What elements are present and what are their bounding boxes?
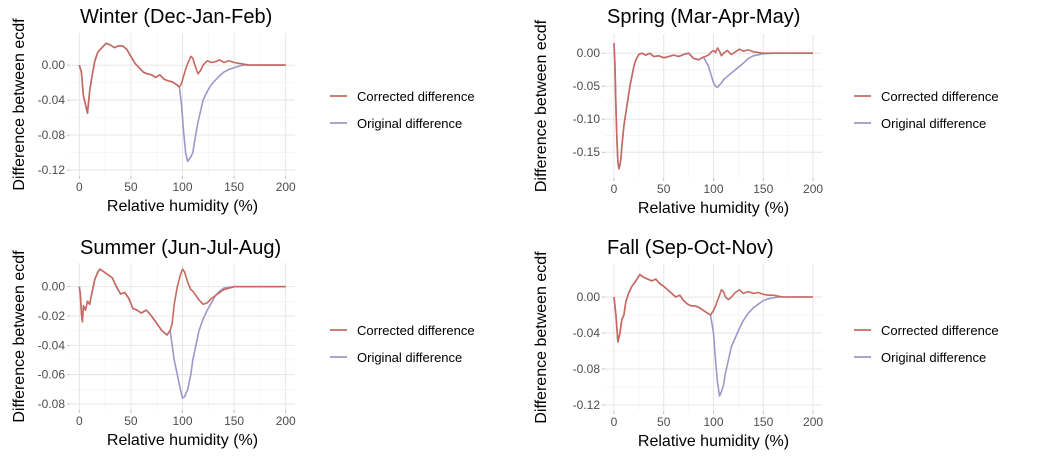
chart-panel-winter: Winter (Dec-Jan-Feb) 0 50 100 150 200 0.00 -0.0…	[0, 0, 522, 233]
y-tick-label: -0.04	[38, 93, 66, 107]
legend: Corrected difference Original difference	[854, 89, 999, 131]
legend-label-corrected: Corrected difference	[881, 89, 999, 104]
x-tick-label: 50	[124, 180, 138, 194]
legend-label-original: Original difference	[881, 350, 986, 365]
y-tick-label: -0.05	[573, 79, 601, 93]
legend-label-corrected: Corrected difference	[357, 323, 475, 338]
x-tick-label: 100	[703, 415, 723, 429]
chart-title-summer: Summer (Jun-Jul-Aug)	[80, 237, 281, 259]
series-line-corrected	[613, 43, 813, 170]
x-tick-label: 100	[172, 414, 192, 428]
x-tick-label: 150	[753, 415, 773, 429]
axes: 0 50 100 150 200 0.00 -0.04 -0.08 -0.12	[573, 264, 823, 429]
y-tick-label: -0.02	[38, 309, 66, 323]
series-line-corrected	[78, 268, 286, 336]
y-tick-label: -0.04	[38, 338, 66, 352]
x-tick-label: 50	[124, 414, 138, 428]
x-axis-title: Relative humidity (%)	[107, 432, 258, 449]
y-tick-label: -0.10	[573, 112, 601, 126]
axes: 0 50 100 150 200 0.00 -0.04 -0.08 -0.12	[38, 33, 296, 194]
legend: Corrected difference Original difference	[330, 323, 475, 365]
y-axis-title: Difference between ecdf	[533, 19, 550, 192]
y-tick-label: 0.00	[42, 280, 66, 294]
axes: 0 50 100 150 200 0.00 -0.05 -0.10 -0.15	[573, 34, 823, 196]
x-tick-label: 150	[224, 180, 244, 194]
y-tick-label: -0.06	[38, 368, 66, 382]
chart-svg-fall: Fall (Sep-Oct-Nov) 0 50 100 150 200 0.00 -0.04 -…	[533, 237, 999, 450]
axes: 0 50 100 150 200 0.00 -0.02 -0.04 -0.06 -0.08	[38, 263, 296, 428]
legend: Corrected difference Original difference	[854, 323, 999, 365]
y-tick-label: -0.08	[573, 362, 601, 376]
x-axis-title: Relative humidity (%)	[107, 198, 258, 215]
chart-panel-summer: Summer (Jun-Jul-Aug) 0 50 100 150 200 0.00 -0.0…	[0, 230, 522, 466]
legend: Corrected difference Original difference	[330, 89, 475, 131]
y-axis-title: Difference between ecdf	[11, 18, 28, 191]
x-tick-label: 200	[803, 182, 823, 196]
x-tick-label: 100	[703, 182, 723, 196]
x-axis-title: Relative humidity (%)	[638, 433, 789, 450]
chart-title-fall: Fall (Sep-Oct-Nov)	[607, 237, 774, 259]
y-axis-title: Difference between ecdf	[533, 251, 550, 424]
x-tick-label: 50	[657, 415, 671, 429]
legend-label-corrected: Corrected difference	[881, 323, 999, 338]
chart-title-spring: Spring (Mar-Apr-May)	[607, 6, 800, 28]
y-tick-label: -0.15	[573, 145, 601, 159]
series-line-corrected	[78, 42, 286, 114]
x-tick-label: 0	[611, 182, 618, 196]
x-tick-label: 100	[172, 180, 192, 194]
chart-panel-spring: Spring (Mar-Apr-May) 0 50 100 150 200 0.00 -0.0…	[522, 0, 1045, 233]
chart-svg-spring: Spring (Mar-Apr-May) 0 50 100 150 200 0.00 -0.0…	[533, 6, 999, 217]
y-tick-label: 0.00	[577, 290, 601, 304]
legend-label-original: Original difference	[357, 350, 462, 365]
x-tick-label: 200	[276, 414, 296, 428]
x-tick-label: 200	[276, 180, 296, 194]
chart-svg-winter: Winter (Dec-Jan-Feb) 0 50 100 150 200 0.00 -0.0…	[11, 6, 475, 215]
x-tick-label: 150	[753, 182, 773, 196]
y-tick-label: -0.08	[38, 128, 66, 142]
chart-title-winter: Winter (Dec-Jan-Feb)	[80, 6, 272, 28]
series-line-corrected	[613, 273, 813, 343]
x-tick-label: 0	[76, 414, 83, 428]
x-tick-label: 0	[76, 180, 83, 194]
y-tick-label: 0.00	[577, 46, 601, 60]
x-axis-title: Relative humidity (%)	[638, 200, 789, 217]
x-tick-label: 200	[803, 415, 823, 429]
y-tick-label: -0.04	[573, 326, 601, 340]
chart-svg-summer: Summer (Jun-Jul-Aug) 0 50 100 150 200 0.00 -0.0…	[11, 237, 475, 449]
legend-label-original: Original difference	[881, 116, 986, 131]
x-tick-label: 0	[611, 415, 618, 429]
y-tick-label: -0.12	[38, 163, 66, 177]
chart-panel-fall: Fall (Sep-Oct-Nov) 0 50 100 150 200 0.00 -0.04 -…	[522, 230, 1045, 466]
y-tick-label: -0.12	[573, 398, 601, 412]
x-tick-label: 50	[657, 182, 671, 196]
legend-label-corrected: Corrected difference	[357, 89, 475, 104]
y-tick-label: 0.00	[42, 58, 66, 72]
y-axis-title: Difference between ecdf	[11, 250, 28, 423]
legend-label-original: Original difference	[357, 116, 462, 131]
x-tick-label: 150	[224, 414, 244, 428]
y-tick-label: -0.08	[38, 397, 66, 411]
